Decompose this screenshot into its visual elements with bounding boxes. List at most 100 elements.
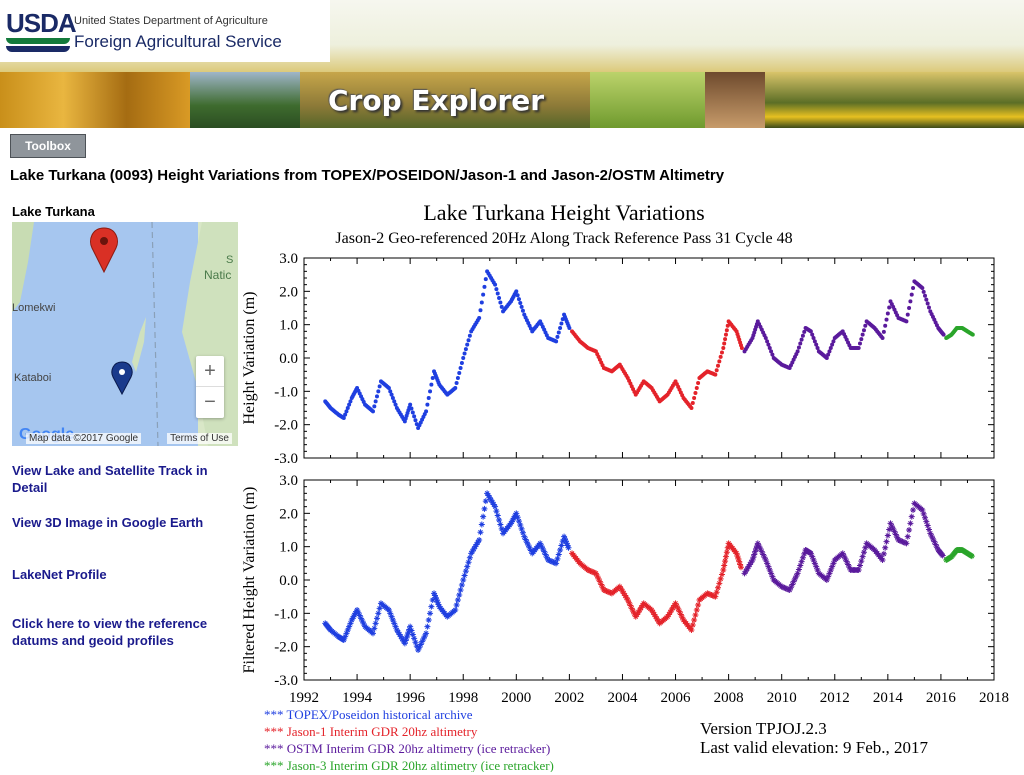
x-tick-label: 2012 (820, 690, 850, 706)
data-point (519, 304, 524, 309)
zoom-out-button[interactable]: − (196, 386, 224, 417)
filtered-point (590, 569, 597, 576)
filtered-point (592, 570, 599, 577)
filtered-point (526, 544, 533, 551)
filtered-point (929, 535, 936, 542)
filtered-point (862, 544, 869, 551)
filtered-point (787, 584, 794, 591)
terms-link[interactable]: Terms of Use (167, 433, 232, 444)
filtered-point (406, 626, 413, 633)
data-point (859, 337, 864, 342)
filtered-point (842, 555, 849, 562)
filtered-point (895, 537, 902, 543)
data-point (812, 339, 817, 344)
data-point (412, 414, 417, 419)
filtered-point (584, 567, 591, 573)
sunflower-photo (765, 72, 1024, 128)
data-point (827, 349, 832, 354)
filtered-point (919, 507, 926, 513)
filtered-point (452, 607, 459, 613)
lakenet-profile-link[interactable]: LakeNet Profile (12, 567, 107, 582)
usda-logo[interactable]: USDA (6, 8, 77, 52)
filtered-point (498, 525, 505, 532)
filtered-point (598, 581, 605, 588)
data-point (692, 396, 697, 400)
filtered-point (892, 531, 899, 538)
filtered-point (388, 613, 395, 620)
site-header: USDA United States Department of Agricul… (0, 0, 1024, 128)
filtered-point (619, 588, 626, 595)
y-axis-label: Height Variation (m) (241, 291, 258, 424)
data-point (923, 293, 927, 298)
data-point (425, 402, 430, 407)
data-series (943, 547, 975, 563)
filtered-point (461, 572, 468, 579)
filtered-point (673, 603, 680, 610)
filtered-point (359, 618, 366, 625)
data-point (424, 409, 429, 414)
filtered-point (391, 620, 398, 627)
filtered-point (766, 567, 773, 573)
filtered-point (636, 607, 643, 613)
filtered-point (623, 594, 630, 601)
filtered-point (622, 592, 629, 599)
filtered-point (742, 568, 749, 575)
filtered-point (460, 577, 467, 583)
filtered-point (340, 637, 347, 643)
data-point (814, 342, 819, 347)
x-tick-label: 1994 (342, 690, 373, 706)
data-point (388, 389, 393, 394)
filtered-point (750, 554, 757, 561)
page-title: Lake Turkana (0093) Height Variations fr… (10, 167, 725, 184)
data-point (520, 308, 525, 313)
zoom-in-button[interactable]: + (204, 360, 216, 382)
filtered-point (664, 613, 671, 620)
filtered-point (671, 602, 678, 609)
data-point (499, 304, 504, 309)
filtered-point (545, 557, 552, 563)
filtered-point (923, 518, 930, 525)
x-tick-label: 2016 (926, 690, 957, 706)
filtered-point (751, 551, 758, 558)
x-tick-label: 2008 (714, 690, 744, 706)
y-tick-label: -3.0 (274, 673, 298, 689)
lake-map[interactable]: Lomekwi Kataboi S Natic + − Google Map d… (12, 222, 238, 446)
data-point (494, 287, 499, 292)
filtered-point (722, 553, 729, 560)
filtered-point (409, 631, 416, 638)
google-earth-link[interactable]: View 3D Image in Google Earth (12, 515, 204, 530)
x-tick-label: 2006 (661, 690, 692, 706)
data-point (515, 293, 520, 298)
data-point (924, 297, 929, 302)
reference-datums-link[interactable]: Click here to view the reference datums … (12, 616, 208, 648)
filtered-point (733, 550, 740, 557)
data-series (742, 279, 946, 370)
data-point (482, 284, 487, 289)
map-overlay (12, 222, 238, 446)
red-location-pin-icon[interactable] (90, 227, 118, 274)
data-point (371, 409, 375, 414)
data-point (453, 386, 458, 390)
map-data-credit: Map data ©2017 Google (26, 433, 142, 444)
data-point (345, 406, 350, 410)
legend: *** TOPEX/Poseidon historical archive ***… (264, 707, 554, 772)
data-point (716, 363, 720, 368)
view-lake-detail-link[interactable]: View Lake and Satellite Track in Detail (12, 463, 208, 495)
blue-location-pin-icon[interactable] (111, 361, 133, 396)
data-series (322, 490, 572, 653)
agency-name[interactable]: Foreign Agricultural Service (74, 32, 282, 51)
data-series (570, 319, 744, 410)
filtered-point (968, 553, 975, 560)
data-point (828, 346, 833, 350)
filtered-point (342, 633, 349, 640)
filtered-point (588, 568, 595, 575)
filtered-point (431, 592, 438, 599)
filtered-point (709, 592, 716, 599)
map-title: Lake Turkana (12, 204, 95, 219)
filtered-point (639, 602, 646, 609)
filtered-point (713, 589, 720, 596)
filtered-point (677, 611, 684, 618)
filtered-point (894, 534, 901, 541)
data-point (377, 384, 382, 389)
toolbox-button[interactable]: Toolbox (10, 134, 86, 158)
